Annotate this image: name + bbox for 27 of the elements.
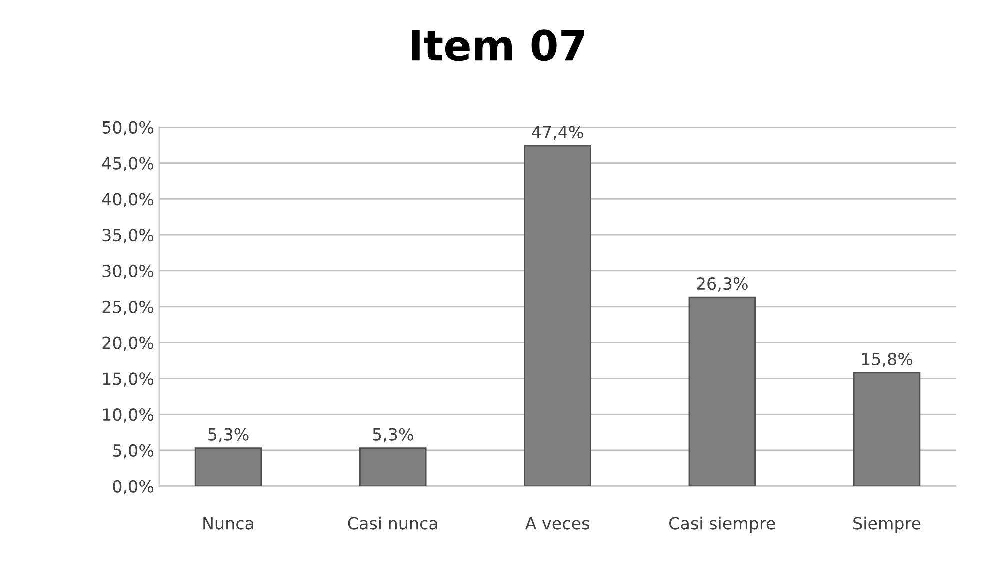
x-tick-label: A veces: [525, 517, 590, 530]
y-tick-label: 35,0%: [102, 229, 154, 244]
x-tick-label: Nunca: [204, 517, 254, 530]
x-tick-label: Casi nunca: [348, 516, 438, 530]
y-tick-label: 40,0%: [102, 193, 154, 208]
bar: [853, 372, 921, 486]
y-tick-label: 5,0%: [113, 444, 154, 459]
y-tick-label: 30,0%: [102, 264, 154, 280]
data-label: 15,8%: [862, 352, 913, 368]
y-tick-label: 25,0%: [102, 300, 154, 316]
y-tick-label: 50,0%: [102, 121, 154, 136]
bar: [194, 448, 262, 486]
chart-title: Item 07: [412, 30, 584, 62]
y-tick-label: 15,0%: [103, 372, 154, 387]
bar: [524, 145, 592, 486]
data-label: 5,3%: [208, 428, 249, 443]
data-label: 47,4%: [532, 126, 584, 140]
y-tick-label: 10,0%: [103, 408, 154, 423]
data-label: 26,3%: [697, 278, 748, 292]
y-tick-label: 0,0%: [113, 480, 154, 495]
y-tick-label: 20,0%: [102, 336, 154, 352]
x-tick-label: Casi siempre: [670, 516, 776, 534]
bar: [688, 296, 756, 486]
data-label: 5,3%: [373, 428, 414, 443]
x-tick-label: Siempre: [854, 516, 921, 534]
y-tick-label: 45,0%: [102, 157, 154, 172]
bar: [360, 448, 427, 486]
